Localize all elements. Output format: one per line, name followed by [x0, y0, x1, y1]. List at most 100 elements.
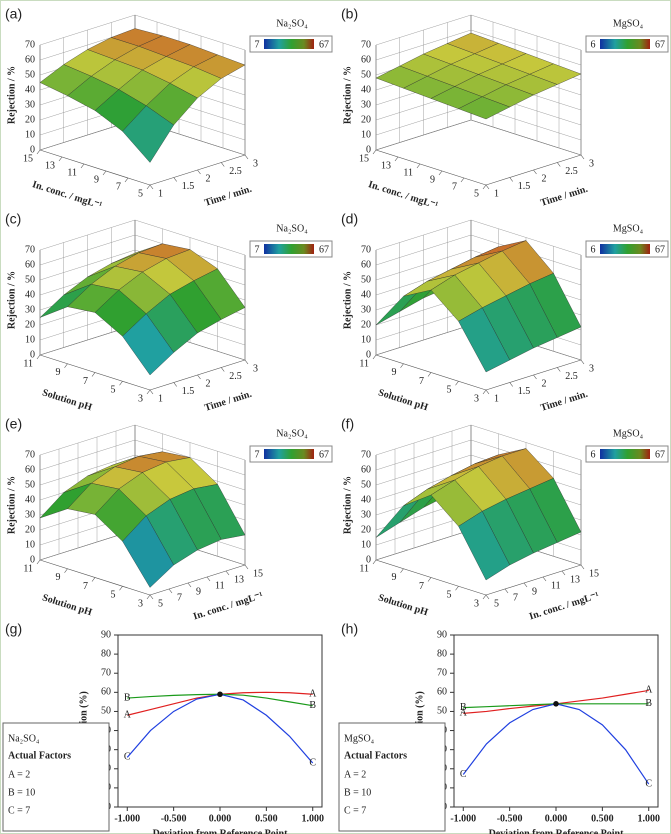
x-tick-label: 1	[494, 188, 499, 199]
y-tick-label: 3	[138, 598, 143, 609]
grid-line	[39, 454, 136, 486]
series-end-label: B	[460, 702, 467, 713]
z-axis-title: Rejection / %	[342, 66, 353, 124]
series-end-label: A	[124, 710, 132, 721]
x-axis-title: Deviation from Reference Point	[153, 828, 289, 834]
z-tick-label: 70	[25, 449, 35, 460]
z-tick-label: 70	[361, 449, 371, 460]
grid-line	[375, 439, 472, 471]
series-end-label: B	[309, 700, 316, 711]
x-tick-label: 11	[215, 580, 225, 591]
x-tick	[580, 154, 585, 160]
y-tick	[102, 170, 107, 176]
x-tick	[561, 570, 566, 576]
z-tick-label: 0	[366, 144, 371, 155]
x-tick-label: 2	[206, 378, 211, 389]
x-tick-label: 3	[253, 158, 258, 169]
x-tick	[225, 570, 230, 576]
y-tick-label: 9	[392, 572, 397, 583]
legend-factor: A = 2	[8, 769, 30, 780]
z-tick-label: 10	[361, 539, 371, 550]
y-tick-label: 70	[101, 668, 111, 679]
x-tick	[580, 564, 585, 570]
z-tick-label: 50	[361, 479, 371, 490]
grid-line	[470, 14, 582, 51]
x-tick-label: 9	[532, 586, 537, 597]
y-tick	[427, 577, 432, 582]
z-tick-label: 20	[25, 114, 35, 125]
x-tick	[523, 582, 528, 588]
colorbar	[600, 39, 650, 49]
z-tick-label: 50	[25, 274, 35, 285]
box-edge	[485, 564, 582, 596]
z-tick-label: 0	[30, 554, 35, 565]
series-end-label: B	[124, 692, 131, 703]
y-tick	[36, 149, 41, 155]
series-end-label: A	[645, 685, 653, 696]
x-tick-label: 15	[253, 568, 263, 579]
y-tick	[438, 170, 443, 176]
z-tick-label: 40	[25, 84, 35, 95]
y-tick-label: 3	[138, 393, 143, 404]
y-tick	[482, 389, 487, 395]
y-tick-label: 50	[437, 706, 447, 717]
x-tick-label: 1.000	[637, 813, 660, 824]
z-tick-label: 30	[25, 304, 35, 315]
surface-patch	[458, 307, 510, 373]
grid-line	[134, 14, 246, 51]
x-tick-label: 1.5	[182, 386, 195, 397]
y-tick	[64, 363, 68, 368]
z-tick-label: 70	[25, 39, 35, 50]
y-tick	[119, 586, 123, 591]
y-tick	[372, 559, 377, 565]
x-tick	[509, 382, 513, 387]
y-tick	[482, 594, 487, 600]
y-tick-label: 9	[94, 174, 99, 185]
y-tick-label: 11	[23, 563, 33, 574]
y-tick	[146, 389, 151, 395]
grid-line	[375, 454, 472, 486]
x-tick	[221, 162, 225, 167]
legend-factor: B = 10	[344, 787, 371, 798]
panel-label: (d)	[341, 211, 358, 227]
y-tick-label: 7	[419, 376, 424, 387]
legend-title: Na₂SO₄	[276, 223, 308, 234]
y-tick-label: 3	[474, 393, 479, 404]
x-tick	[149, 594, 154, 600]
x-tick-label: 1.000	[301, 813, 324, 824]
y-tick	[372, 149, 377, 155]
y-tick-label: 7	[83, 376, 88, 387]
y-tick	[80, 163, 85, 169]
z-tick-label: 60	[25, 464, 35, 475]
colorbar-max: 67	[319, 449, 329, 460]
x-tick-label: 0.500	[255, 813, 278, 824]
colorbar	[600, 244, 650, 254]
x-tick-label: 2	[542, 378, 547, 389]
z-tick-label: 70	[361, 244, 371, 255]
y-tick-label: 7	[83, 581, 88, 592]
y-tick	[58, 156, 63, 162]
z-tick-label: 20	[25, 319, 35, 330]
x-tick	[533, 169, 537, 175]
y-tick	[416, 163, 421, 169]
x-tick-label: 0.000	[545, 813, 568, 824]
panel-label: (e)	[5, 416, 22, 432]
z-tick-label: 10	[361, 334, 371, 345]
x-tick-label: 11	[551, 580, 561, 591]
y-tick-label: 80	[101, 648, 111, 659]
panel-label: (h)	[341, 621, 358, 637]
y-tick-label: 70	[437, 668, 447, 679]
y-tick-label: 90	[437, 629, 447, 640]
z-tick-label: 0	[366, 349, 371, 360]
colorbar	[264, 449, 314, 459]
x-tick-label: 3	[589, 363, 594, 374]
z-tick-label: 70	[25, 244, 35, 255]
colorbar-max: 67	[319, 244, 329, 255]
legend-box	[2, 722, 110, 832]
y-tick-label: 7	[116, 181, 121, 192]
x-tick	[173, 382, 177, 387]
grid-line	[470, 29, 582, 66]
x-tick-label: 3	[589, 158, 594, 169]
colorbar-min: 6	[591, 449, 596, 460]
